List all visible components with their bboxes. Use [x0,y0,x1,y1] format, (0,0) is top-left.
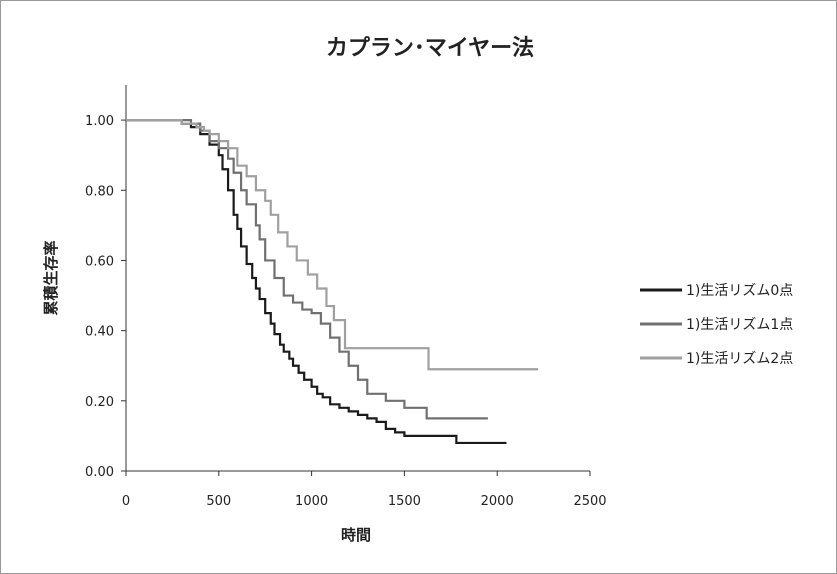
y-ticks: 0.00 0.20 0.40 0.60 0.80 1.00 [85,114,126,480]
x-tick-label: 2500 [573,494,606,509]
series-line-1 [126,118,488,420]
series-line-2 [126,118,539,371]
legend-label-0: 1)生活リズム0点 [686,283,793,299]
chart-title: カプラン･マイヤー法 [326,36,534,61]
x-tick-label: 1000 [295,494,328,509]
legend-label-2: 1)生活リズム2点 [686,351,793,367]
y-tick-label: 0.00 [85,465,114,480]
x-ticks: 0 500 1000 1500 2000 2500 [122,471,607,509]
y-tick-label: 0.80 [85,184,114,199]
x-axis-label: 時間 [341,526,371,544]
y-tick-label: 0.40 [85,325,114,340]
legend: 1)生活リズム0点 1)生活リズム1点 1)生活リズム2点 [640,283,793,367]
series-line-0 [126,118,507,445]
x-tick-label: 1500 [388,494,421,509]
x-tick-label: 0 [122,494,130,509]
y-tick-label: 1.00 [85,114,114,129]
y-tick-label: 0.60 [85,254,114,269]
y-tick-label: 0.20 [85,395,114,410]
series-lines [126,118,539,445]
x-tick-label: 500 [206,494,231,509]
x-tick-label: 2000 [481,494,514,509]
y-axis-label: 累積生存率 [42,240,60,315]
legend-label-1: 1)生活リズム1点 [686,317,793,333]
